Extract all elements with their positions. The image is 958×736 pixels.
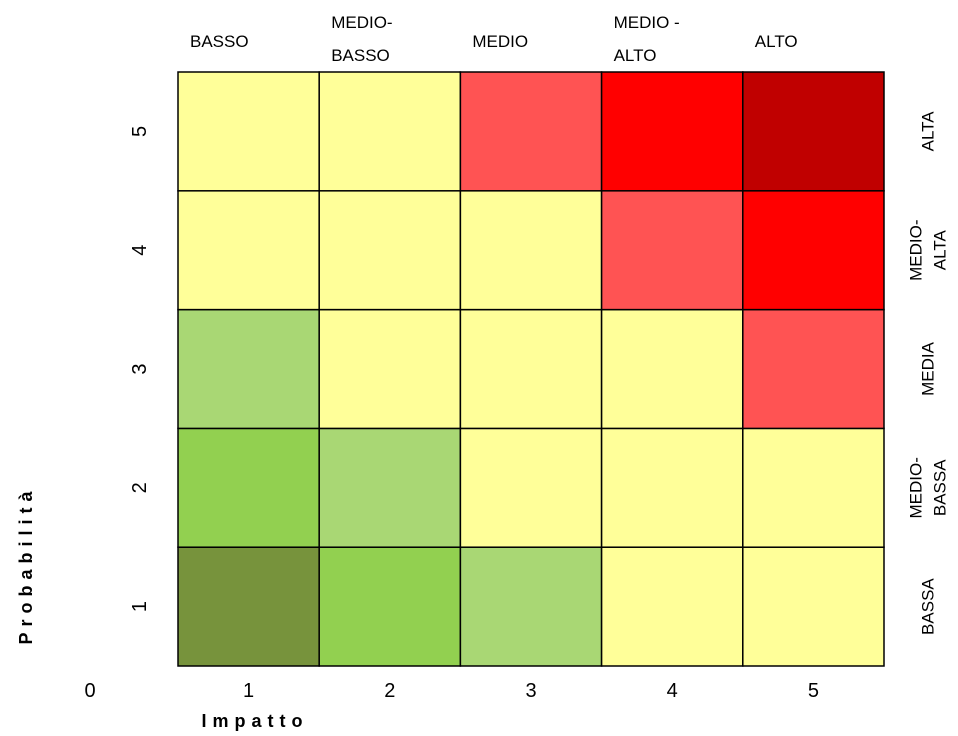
matrix-cell-p3-i3: [459, 308, 603, 430]
matrix-cell-p2-i4: [600, 427, 744, 548]
x-tick-label: 2: [384, 680, 395, 702]
y-tick-label: 3: [129, 363, 151, 374]
matrix-cell-p1-i2: [318, 546, 462, 667]
x-tick-label: 3: [525, 680, 536, 702]
matrix-cell-p2-i1: [177, 427, 320, 548]
y-tick-label: 5: [129, 126, 151, 137]
probability-level-label: BASSA: [919, 578, 938, 635]
x-tick-label: 5: [808, 680, 819, 702]
matrix-cell-p5-i5: [742, 71, 885, 192]
x-tick-label: 1: [243, 680, 254, 702]
probability-level-label: MEDIO- BASSA: [907, 457, 950, 518]
matrix-cell-p4-i5: [742, 190, 885, 311]
impact-level-label: BASSO: [190, 32, 249, 51]
impact-level-label: ALTO: [755, 32, 798, 51]
matrix-cell-p5-i1: [177, 71, 320, 192]
matrix-cell-p5-i2: [318, 71, 462, 192]
y-tick-label: 4: [129, 245, 151, 256]
x-tick-label: 4: [667, 680, 678, 702]
matrix-cell-p3-i4: [600, 308, 744, 430]
impact-level-label: MEDIO-BASSO: [331, 13, 392, 65]
matrix-cell-p1-i4: [600, 546, 744, 667]
probability-level-label: MEDIO- ALTA: [907, 220, 950, 281]
matrix-cell-p4-i4: [600, 190, 744, 311]
matrix-cell-p1-i5: [742, 546, 885, 667]
probability-level-labels: BASSA MEDIO- BASSA MEDIA MEDIO- ALTA ALTA: [907, 111, 950, 635]
x-axis-title: Impatto: [202, 711, 309, 731]
matrix-cells: [177, 71, 885, 667]
probability-level-label: ALTA: [919, 111, 938, 152]
matrix-cell-p2-i5: [742, 427, 885, 548]
matrix-cell-p4-i2: [318, 190, 462, 311]
matrix-cell-p1-i1: [177, 546, 320, 667]
matrix-cell-p3-i1: [177, 308, 320, 430]
matrix-cell-p4-i3: [459, 190, 603, 311]
y-axis-title: Probabilità: [16, 485, 36, 644]
impact-level-label: MEDIO: [472, 32, 528, 51]
matrix-cell-p1-i3: [459, 546, 603, 667]
impact-level-label: MEDIO -ALTO: [614, 13, 680, 65]
matrix-cell-p5-i3: [459, 71, 603, 192]
matrix-cell-p3-i2: [318, 308, 462, 430]
matrix-cell-p5-i4: [600, 71, 744, 192]
matrix-cell-p3-i5: [742, 308, 885, 430]
impact-level-labels: BASSO MEDIO-BASSO MEDIO MEDIO -ALTO ALTO: [190, 13, 798, 65]
y-axis-ticks: 1 2 3 4 5: [129, 126, 151, 612]
matrix-cell-p2-i2: [318, 427, 462, 548]
x-axis-ticks: 1 2 3 4 5: [243, 680, 819, 702]
matrix-cell-p4-i1: [177, 190, 320, 311]
y-tick-label: 2: [129, 482, 151, 493]
origin-label: 0: [84, 680, 95, 702]
matrix-cell-p2-i3: [459, 427, 603, 548]
probability-level-label: MEDIA: [919, 341, 938, 396]
y-tick-label: 1: [129, 601, 151, 612]
